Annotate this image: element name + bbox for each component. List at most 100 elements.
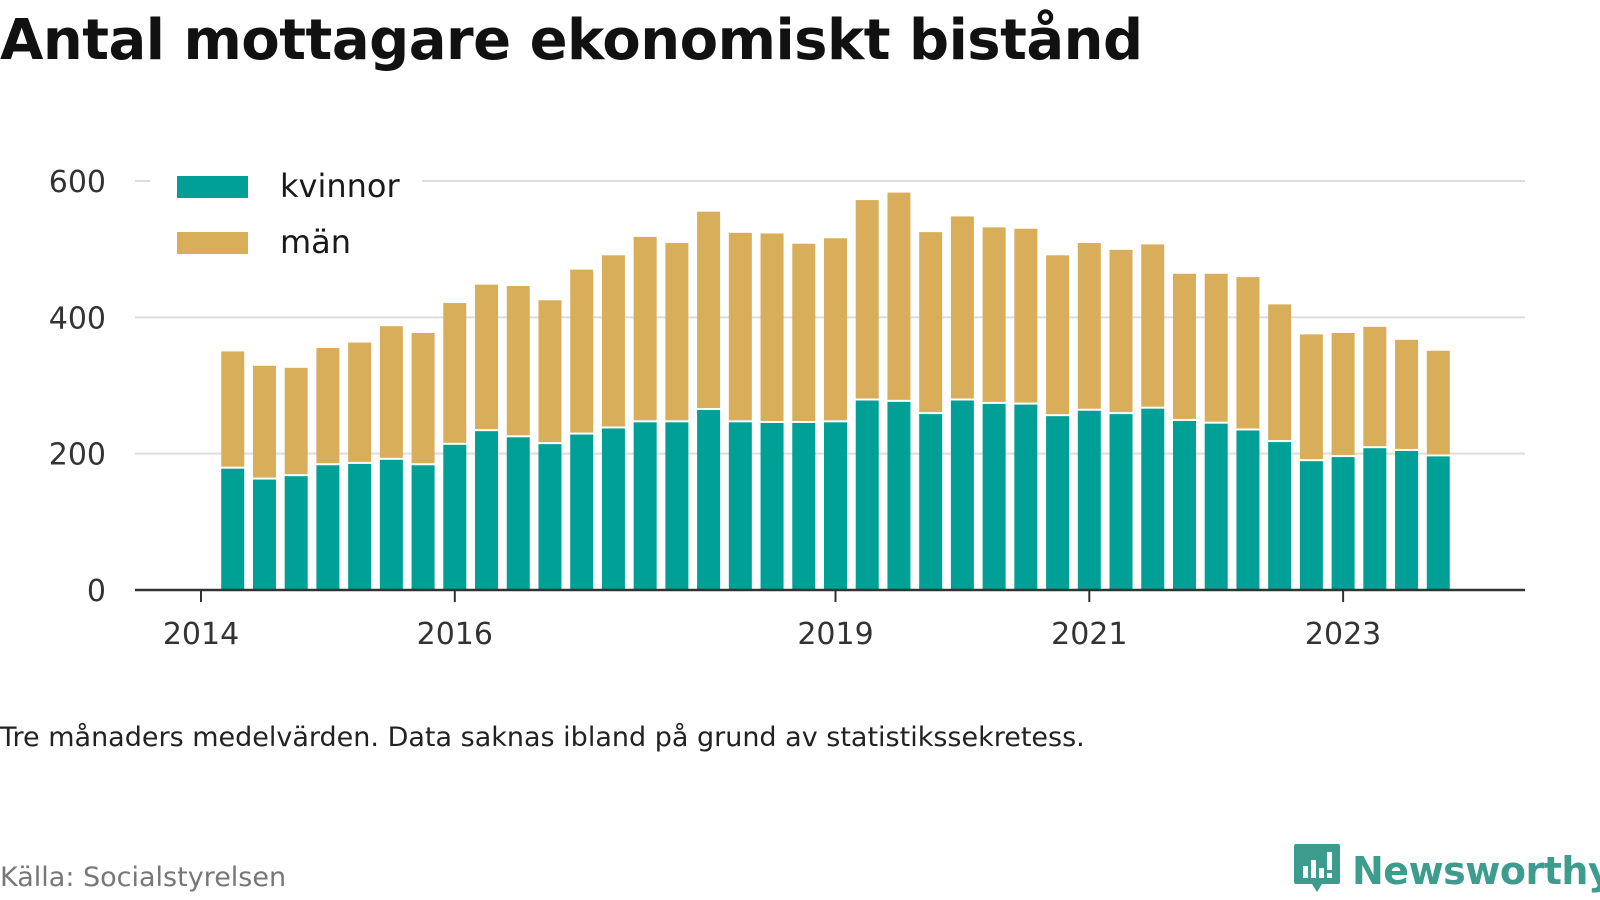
- bar-män-2015-07: [379, 326, 403, 458]
- bar-män-2020-10: [1046, 255, 1070, 415]
- y-tick-label: 400: [49, 301, 106, 336]
- y-axis: 0 200 400 600: [49, 165, 106, 609]
- bar-kvinnor-2016-07: [506, 437, 530, 590]
- bar-kvinnor-2023-04: [1363, 448, 1387, 590]
- bar-män-2022-01: [1204, 273, 1228, 422]
- bar-kvinnor-2014-04: [221, 468, 245, 590]
- bar-män-2017-10: [665, 243, 689, 421]
- bar-män-2021-07: [1141, 244, 1165, 407]
- bar-kvinnor-2021-04: [1109, 414, 1133, 590]
- bar-kvinnor-2020-01: [950, 400, 974, 590]
- bar-kvinnor-2018-04: [728, 422, 752, 590]
- bar-kvinnor-2019-10: [919, 414, 943, 590]
- bar-kvinnor-2017-10: [665, 422, 689, 590]
- x-axis: 2014 2016 2019 2021 2023: [135, 588, 1525, 652]
- bar-män-2018-10: [792, 243, 816, 421]
- y-tick-label: 200: [49, 438, 106, 473]
- bar-kvinnor-2016-04: [475, 431, 499, 590]
- bar-kvinnor-2020-10: [1046, 416, 1070, 590]
- bar-kvinnor-2021-10: [1172, 420, 1196, 590]
- bar-män-2016-04: [475, 284, 499, 430]
- y-tick-label: 600: [49, 165, 106, 200]
- bar-kvinnor-2015-07: [379, 459, 403, 590]
- bar-kvinnor-2014-07: [252, 479, 276, 590]
- bar-män-2020-07: [1014, 228, 1038, 403]
- chart-title: Antal mottagare ekonomiskt bistånd: [0, 8, 1143, 73]
- bar-män-2014-10: [284, 367, 308, 475]
- bar-män-2022-10: [1299, 334, 1323, 460]
- bar-män-2021-01: [1077, 243, 1101, 409]
- bar-män-2023-01: [1331, 333, 1355, 456]
- bar-kvinnor-2014-10: [284, 476, 308, 590]
- bars: [221, 192, 1450, 590]
- newsworthy-logo-icon: [1294, 844, 1340, 892]
- bar-kvinnor-2017-04: [601, 428, 625, 590]
- bar-kvinnor-2020-04: [982, 403, 1006, 590]
- y-tick-label: 0: [87, 574, 106, 609]
- bar-kvinnor-2022-01: [1204, 423, 1228, 590]
- legend-label-män: män: [280, 223, 351, 261]
- x-tick-label: 2023: [1305, 617, 1381, 652]
- source-credit: Källa: Socialstyrelsen: [0, 862, 287, 893]
- legend-label-kvinnor: kvinnor: [280, 167, 401, 205]
- bar-män-2015-04: [348, 342, 372, 462]
- bar-kvinnor-2023-10: [1426, 456, 1450, 590]
- x-tick-label: 2016: [417, 617, 493, 652]
- legend-swatch-män: [177, 232, 248, 254]
- bar-kvinnor-2021-07: [1141, 408, 1165, 590]
- bar-kvinnor-2017-01: [570, 434, 594, 590]
- bar-män-2020-01: [950, 216, 974, 399]
- bar-män-2019-04: [855, 200, 879, 399]
- bar-män-2017-07: [633, 236, 657, 421]
- bar-män-2019-07: [887, 192, 911, 400]
- bar-män-2022-04: [1236, 277, 1260, 429]
- bar-kvinnor-2019-01: [824, 422, 847, 590]
- bar-män-2015-01: [316, 348, 340, 464]
- bar-kvinnor-2017-07: [633, 422, 657, 590]
- bar-män-2019-10: [919, 232, 943, 413]
- bar-män-2021-04: [1109, 249, 1133, 413]
- bar-kvinnor-2021-01: [1077, 410, 1101, 590]
- bar-kvinnor-2015-10: [411, 465, 435, 590]
- bar-män-2018-07: [760, 233, 784, 421]
- legend-background: [150, 150, 422, 280]
- bar-män-2015-10: [411, 333, 435, 464]
- bar-kvinnor-2019-04: [855, 400, 879, 590]
- bar-män-2023-07: [1395, 339, 1419, 449]
- bar-män-2018-01: [697, 211, 721, 409]
- x-tick-label: 2019: [797, 617, 873, 652]
- bar-män-2018-04: [728, 232, 752, 421]
- brand-logo: Newsworthy: [1292, 842, 1600, 900]
- legend: kvinnor män: [150, 150, 422, 280]
- bar-män-2014-07: [252, 365, 276, 478]
- bar-kvinnor-2018-10: [792, 422, 816, 590]
- bar-kvinnor-2022-04: [1236, 430, 1260, 590]
- bar-kvinnor-2016-10: [538, 444, 562, 590]
- bar-kvinnor-2019-07: [887, 401, 911, 590]
- bar-kvinnor-2023-07: [1395, 450, 1419, 590]
- bar-män-2021-10: [1172, 273, 1196, 419]
- bar-kvinnor-2015-04: [348, 463, 372, 590]
- legend-swatch-kvinnor: [177, 176, 248, 198]
- brand-name: Newsworthy: [1352, 849, 1600, 893]
- bar-män-2020-04: [982, 227, 1006, 402]
- bar-kvinnor-2020-07: [1014, 404, 1038, 590]
- chart-note: Tre månaders medelvärden. Data saknas ib…: [0, 722, 1085, 753]
- bar-män-2023-10: [1426, 350, 1450, 455]
- bar-män-2014-04: [221, 351, 245, 467]
- x-tick-label: 2014: [163, 617, 239, 652]
- stacked-bar-chart: 2014 2016 2019 2021 2023 0 200 400 600 kvinnor m…: [48, 150, 1525, 652]
- bar-kvinnor-2018-01: [697, 410, 721, 590]
- bar-kvinnor-2022-10: [1299, 461, 1323, 590]
- bar-kvinnor-2018-07: [760, 422, 784, 590]
- bar-kvinnor-2015-01: [316, 465, 340, 590]
- bar-män-2016-10: [538, 300, 562, 443]
- bar-män-2017-04: [601, 255, 625, 427]
- bar-män-2022-07: [1268, 304, 1292, 441]
- bar-män-2019-01: [824, 238, 847, 421]
- bar-kvinnor-2023-01: [1331, 457, 1355, 590]
- bar-män-2023-04: [1363, 326, 1387, 447]
- bar-män-2017-01: [570, 269, 594, 433]
- bar-män-2016-07: [506, 285, 530, 436]
- x-tick-label: 2021: [1051, 617, 1127, 652]
